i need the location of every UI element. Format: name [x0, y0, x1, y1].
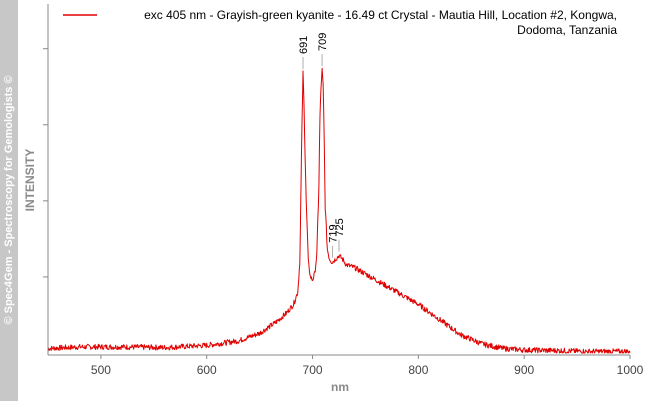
x-tick-label: 600	[197, 363, 217, 377]
legend-line-1: exc 405 nm - Grayish-green kyanite - 16.…	[144, 8, 617, 22]
x-tick-label: 700	[303, 363, 323, 377]
x-tick-label: 800	[408, 363, 428, 377]
legend: exc 405 nm - Grayish-green kyanite - 16.…	[63, 8, 617, 37]
y-ticks	[43, 48, 48, 278]
x-tick-label: 1000	[617, 363, 644, 377]
x-axis-title: nm	[331, 380, 349, 394]
x-tick-label: 500	[91, 363, 111, 377]
peak-label: 719	[328, 224, 340, 242]
peak-label: 725	[334, 218, 346, 236]
x-ticks: 500 600 700 800 900 1000	[91, 355, 644, 377]
watermark-sidebar: © Spec4Gem - Spectroscopy for Gemologist…	[0, 0, 18, 401]
spectrum-series-line	[47, 67, 631, 354]
peak-label: 691	[298, 36, 310, 54]
legend-line-2: Dodoma, Tanzania	[517, 23, 617, 37]
x-tick-label: 900	[514, 363, 534, 377]
y-axis-title: INTENSITY	[23, 149, 37, 212]
peak-label: 709	[317, 33, 329, 51]
